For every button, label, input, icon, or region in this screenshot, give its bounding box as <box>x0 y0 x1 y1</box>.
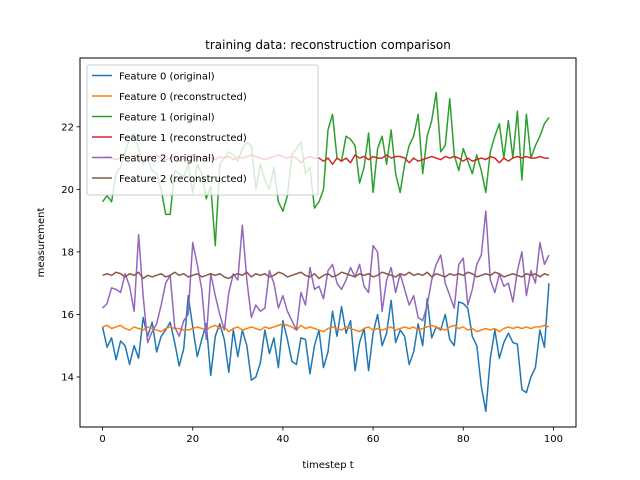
x-tick-label-5: 100 <box>544 434 563 445</box>
legend-label-0: Feature 0 (original) <box>119 71 215 82</box>
legend-label-5: Feature 2 (reconstructed) <box>119 174 247 185</box>
x-tick-label-3: 60 <box>367 434 380 445</box>
y-axis-label: measurement <box>36 208 47 278</box>
legend-box <box>86 64 319 196</box>
x-axis-label: timestep t <box>302 460 353 471</box>
chart-title: training data: reconstruction comparison <box>205 38 451 52</box>
y-tick-label-3: 20 <box>61 185 74 196</box>
legend-label-1: Feature 0 (reconstructed) <box>119 92 247 103</box>
series-line-4 <box>102 210 550 344</box>
axes-frame <box>79 57 577 428</box>
x-tick-label-1: 20 <box>186 434 199 445</box>
y-tick-label-2: 18 <box>61 247 74 258</box>
legend-label-4: Feature 2 (original) <box>119 153 215 164</box>
series-line-1 <box>102 323 550 333</box>
series-line-5 <box>102 271 550 280</box>
series-line-0 <box>101 283 550 413</box>
legend-label-2: Feature 1 (original) <box>119 112 215 123</box>
ticks-layer: 0 20 40 60 80 100 14 16 18 20 22 <box>61 122 563 445</box>
y-tick-label-0: 14 <box>61 372 74 383</box>
x-tick-label-0: 0 <box>99 434 105 445</box>
y-tick-label-4: 22 <box>61 122 74 133</box>
x-tick-label-4: 80 <box>457 434 470 445</box>
x-tick-label-2: 40 <box>277 434 290 445</box>
legend-label-3: Feature 1 (reconstructed) <box>119 133 247 144</box>
y-tick-label-1: 16 <box>61 310 74 321</box>
legend: Feature 0 (original) Feature 0 (reconstru… <box>86 64 319 196</box>
